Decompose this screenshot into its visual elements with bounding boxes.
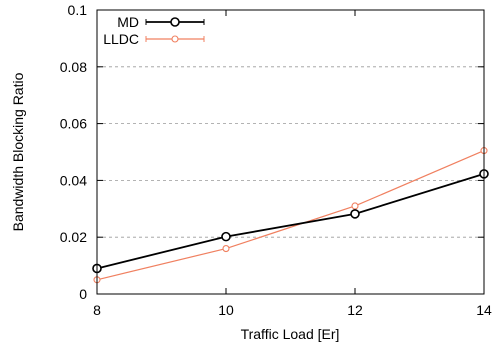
y-tick-labels: 0 0.02 0.04 0.06 0.08 0.1 xyxy=(60,2,484,302)
legend-item-lldc: LLDC xyxy=(103,31,205,47)
y-gridlines xyxy=(97,66,484,238)
data-point xyxy=(351,202,359,210)
x-tick-label: 8 xyxy=(93,302,101,318)
y-axis-label: Bandwidth Blocking Ratio xyxy=(10,72,26,231)
plot-series xyxy=(92,147,489,284)
x-tick-labels: 8 10 12 14 xyxy=(93,10,492,318)
y-tick-label: 0.04 xyxy=(60,172,87,188)
x-axis-label: Traffic Load [Er] xyxy=(241,326,340,342)
series-lldc xyxy=(93,147,488,284)
y-tick-label: 0.06 xyxy=(60,116,87,132)
data-point xyxy=(222,245,230,253)
series-line xyxy=(96,173,485,270)
x-tick-label: 10 xyxy=(218,302,234,318)
y-tick-label: 0.02 xyxy=(60,229,87,245)
x-tick-label: 12 xyxy=(347,302,363,318)
data-point xyxy=(350,209,360,219)
y-tick-label: 0.08 xyxy=(60,59,87,75)
plot-frame xyxy=(96,9,485,295)
legend-item-md: MD xyxy=(117,14,205,30)
y-tick-label: 0.1 xyxy=(68,2,88,18)
series-line xyxy=(96,150,485,281)
data-point xyxy=(221,231,231,242)
x-tick-label: 14 xyxy=(476,302,492,318)
legend-marker xyxy=(170,17,180,27)
y-tick-label: 0 xyxy=(79,286,87,302)
series-md xyxy=(92,169,489,274)
legend-marker xyxy=(171,35,179,43)
legend-label: MD xyxy=(117,14,139,30)
legend-label: LLDC xyxy=(103,31,139,47)
